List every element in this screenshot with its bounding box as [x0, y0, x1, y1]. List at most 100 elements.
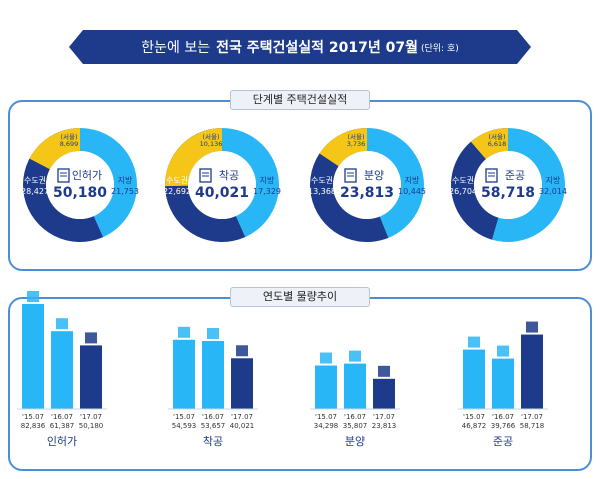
bar-value-label: 40,021 — [230, 422, 255, 430]
bar — [80, 345, 102, 409]
bar-value-label: 50,180 — [79, 422, 104, 430]
donut-hole — [46, 151, 114, 219]
bar-category: '16.07 — [492, 413, 514, 421]
seoul-label: (서울) — [202, 132, 219, 141]
donut-title: 분양 — [364, 169, 384, 182]
bar — [521, 334, 543, 409]
donut-hole — [474, 151, 542, 219]
bar-category: '17.07 — [80, 413, 102, 421]
metro-label: 수도권 — [24, 175, 46, 185]
donut-slice-seoul — [29, 128, 80, 170]
title-bold: 전국 주택건설실적 2017년 07월 — [216, 40, 418, 56]
bar — [344, 363, 366, 409]
title-light: 한눈에 보는 — [141, 40, 211, 56]
bar-value-label: 34,298 — [314, 422, 339, 430]
donut-slice-local — [80, 128, 137, 238]
donut-total: 23,813 — [340, 185, 394, 201]
donut-hole — [188, 151, 256, 219]
bar-category: '15.07 — [22, 413, 44, 421]
bar-top-icon — [207, 327, 219, 339]
bar-value-label: 61,387 — [50, 422, 75, 430]
section-title-yearly: 연도별 물량추이 — [230, 287, 370, 307]
local-value: 32,014 — [539, 187, 567, 196]
metro-value: 28,427 — [21, 187, 49, 196]
local-label: 지방 — [118, 175, 133, 185]
donut-hole — [333, 151, 401, 219]
bar-top-icon — [349, 350, 361, 362]
bar-top-icon — [178, 326, 190, 338]
bar-category: '17.07 — [231, 413, 253, 421]
bar-top-icon — [56, 318, 68, 330]
seoul-value: 6,618 — [488, 140, 507, 148]
bar-value-label: 54,593 — [172, 422, 197, 430]
donut-title: 준공 — [505, 169, 525, 182]
donut-slice-seoul — [165, 128, 222, 187]
bar — [51, 331, 73, 409]
seoul-label: (서울) — [60, 132, 77, 141]
metro-label: 수도권 — [311, 175, 333, 185]
bar-value-label: 58,718 — [520, 422, 545, 430]
bar-top-icon — [526, 321, 538, 333]
bar-top-icon — [236, 345, 248, 357]
bar-group-title: 준공 — [493, 435, 513, 448]
seoul-label: (서울) — [347, 132, 364, 141]
bar-category: '16.07 — [344, 413, 366, 421]
donut-slice-local — [222, 128, 280, 238]
bar-value-label: 23,813 — [372, 422, 397, 430]
title-banner: 한눈에 보는 전국 주택건설실적 2017년 07월 (단위: 호) — [69, 30, 531, 64]
local-value: 10,445 — [398, 187, 426, 196]
bar-top-icon — [378, 365, 390, 377]
bar-value-label: 46,872 — [462, 422, 487, 430]
bar — [231, 358, 253, 409]
local-value: 21,753 — [111, 187, 139, 196]
bar-group-title: 분양 — [345, 435, 365, 448]
donut-slice-local — [367, 128, 425, 238]
donut-total: 58,718 — [481, 185, 535, 201]
bar — [202, 340, 224, 409]
bar-category: '16.07 — [51, 413, 73, 421]
bar-top-icon — [468, 336, 480, 348]
bar — [315, 365, 337, 409]
seoul-label: (서울) — [488, 132, 505, 141]
donut-slice-seoul — [319, 128, 367, 167]
bar-category: '15.07 — [463, 413, 485, 421]
local-value: 17,329 — [253, 187, 281, 196]
bar-category: '17.07 — [521, 413, 543, 421]
bar-category: '15.07 — [173, 413, 195, 421]
bar-value-label: 82,836 — [21, 422, 46, 430]
bar-group-title: 인허가 — [47, 435, 77, 448]
local-label: 지방 — [405, 175, 420, 185]
bar-category: '15.07 — [315, 413, 337, 421]
local-label: 지방 — [546, 175, 561, 185]
bar-top-icon — [27, 291, 39, 302]
donut-total: 40,021 — [195, 185, 249, 201]
bar-top-icon — [497, 345, 509, 357]
bar — [463, 349, 485, 409]
local-label: 지방 — [260, 175, 275, 185]
bar — [492, 358, 514, 409]
bar — [22, 304, 44, 409]
bar-top-icon — [320, 352, 332, 364]
donut-slice-seoul — [470, 128, 508, 160]
metro-label: 수도권 — [452, 175, 474, 185]
seoul-value: 3,736 — [347, 140, 366, 148]
bar-group-title: 착공 — [203, 435, 223, 448]
metro-value: 13,368 — [308, 187, 336, 196]
bar — [373, 378, 395, 409]
metro-value: 26,704 — [449, 187, 477, 196]
donut-slice-local — [492, 128, 565, 242]
title-unit: (단위: 호) — [420, 43, 459, 54]
bar-value-label: 39,766 — [491, 422, 516, 430]
donut-total: 50,180 — [53, 185, 107, 201]
metro-label: 수도권 — [166, 175, 188, 185]
bar — [173, 339, 195, 409]
seoul-value: 10,136 — [200, 140, 223, 148]
bar-value-label: 53,657 — [201, 422, 226, 430]
bar-top-icon — [85, 332, 97, 344]
donut-title: 인허가 — [72, 169, 102, 182]
bar-value-label: 35,807 — [343, 422, 368, 430]
donut-title: 착공 — [219, 169, 239, 182]
bar-category: '17.07 — [373, 413, 395, 421]
donut-slice-metro — [451, 128, 508, 240]
